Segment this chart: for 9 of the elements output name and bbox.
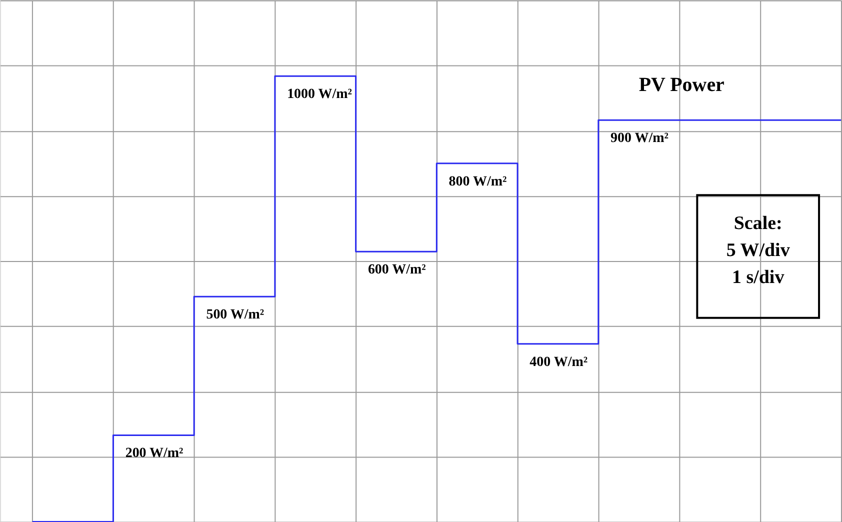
annotation: 600 W/m² bbox=[368, 262, 426, 278]
annotation: 400 W/m² bbox=[530, 354, 588, 370]
annotation: Scale: 5 W/div 1 s/div bbox=[726, 213, 790, 288]
annotation: 500 W/m² bbox=[206, 308, 264, 323]
annotation: 200 W/m² bbox=[125, 446, 184, 462]
annotation: 800 W/m² bbox=[448, 174, 507, 190]
annotation: 900 W/m² bbox=[610, 131, 668, 146]
series-label: PV Power bbox=[638, 74, 725, 96]
annotation: 1000 W/m² bbox=[287, 87, 352, 102]
